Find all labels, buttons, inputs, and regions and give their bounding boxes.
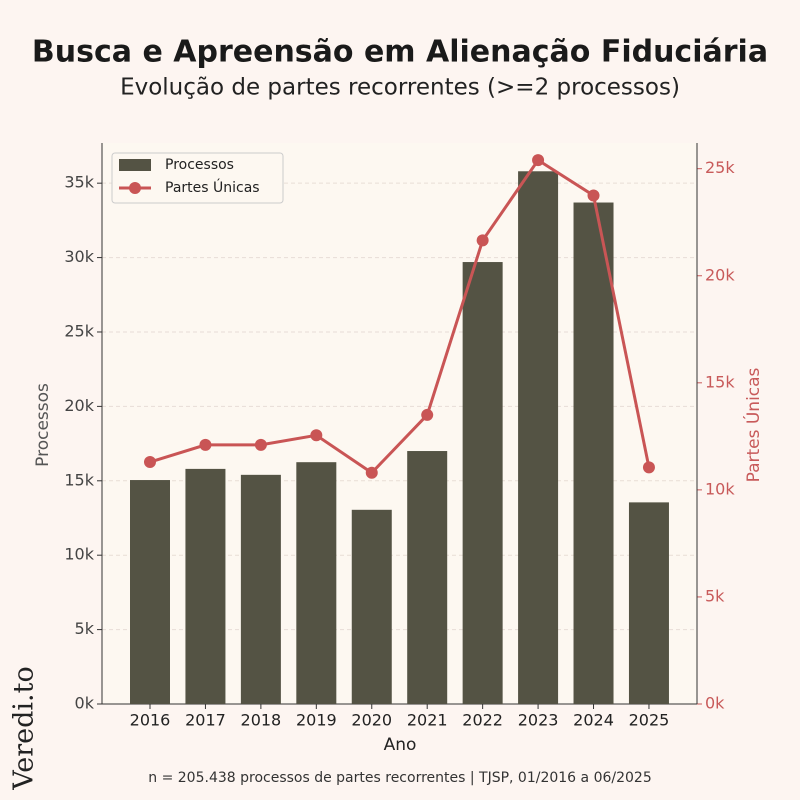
legend-swatch	[119, 159, 151, 171]
line-point	[421, 408, 434, 421]
x-tick-label: 2022	[462, 711, 503, 730]
y2-tick-label: 20k	[705, 265, 735, 284]
y-tick-label: 10k	[64, 545, 94, 564]
bar	[407, 451, 448, 704]
line-point	[144, 456, 156, 469]
line-point	[254, 438, 267, 451]
y-tick-label: 25k	[64, 321, 94, 340]
bar	[130, 480, 170, 704]
line-point	[365, 466, 378, 479]
line-point	[587, 189, 600, 202]
legend-box	[111, 152, 284, 204]
line-point	[476, 234, 489, 247]
bar	[185, 468, 226, 704]
line-point	[532, 154, 545, 167]
legend-label: Processos	[165, 157, 234, 173]
legend-swatch	[129, 182, 141, 194]
y-tick-label: 30k	[64, 247, 94, 266]
line-point	[199, 438, 212, 451]
bar	[462, 262, 503, 704]
x-tick-label: 2016	[130, 711, 171, 730]
y2-tick-label: 25k	[705, 158, 735, 177]
x-tick-label: 2018	[241, 711, 282, 730]
y-tick-label: 35k	[64, 173, 94, 192]
y2-tick-label: 10k	[705, 479, 735, 498]
y2-tick-label: 5k	[705, 586, 725, 605]
x-axis-label: Ano	[384, 735, 417, 755]
footnote: n = 205.438 processos de partes recorren…	[148, 770, 651, 786]
line-point	[310, 429, 323, 442]
x-tick-label: 2017	[185, 711, 226, 730]
y-tick-label: 20k	[64, 396, 94, 415]
bar	[240, 474, 281, 704]
legend-label: Partes Únicas	[165, 178, 260, 196]
bar	[351, 509, 392, 704]
y2-tick-label: 15k	[705, 372, 735, 391]
x-tick-label: 2024	[573, 711, 614, 730]
y-axis-label: Processos	[33, 383, 53, 467]
y-tick-label: 5k	[75, 619, 95, 638]
line	[149, 158, 651, 475]
y-tick-label: 15k	[64, 470, 94, 489]
line-point	[642, 461, 655, 474]
x-tick-label: 2019	[296, 711, 337, 730]
bar	[296, 462, 337, 704]
bar	[628, 502, 669, 704]
x-tick-label: 2023	[518, 711, 559, 730]
bar	[518, 171, 559, 705]
watermark: Veredi.to	[9, 666, 40, 791]
y-tick-label: 0k	[75, 694, 95, 713]
x-tick-label: 2021	[407, 711, 448, 730]
y2-axis-label: Partes Únicas	[742, 367, 764, 482]
x-tick-label: 2020	[351, 711, 392, 730]
y2-tick-label: 0k	[705, 694, 725, 713]
chart-subtitle: Evolução de partes recorrentes (>=2 proc…	[120, 75, 680, 101]
chart-title: Busca e Apreensão em Alienação Fiduciári…	[32, 35, 768, 70]
bar	[573, 202, 614, 704]
x-tick-label: 2025	[629, 711, 670, 730]
